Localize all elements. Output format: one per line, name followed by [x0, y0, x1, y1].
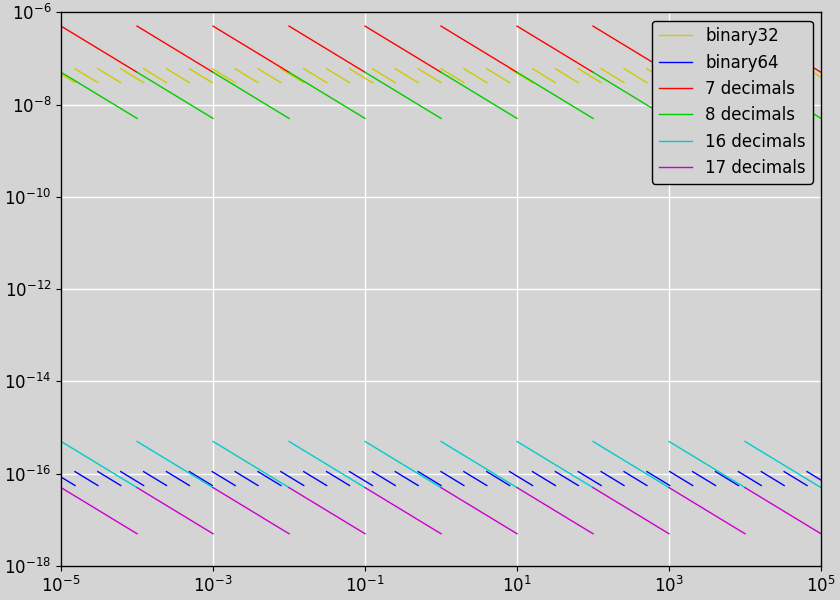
17 decimals: [568, 518, 578, 525]
binary64: [359, 476, 369, 484]
7 decimals: [748, 28, 759, 35]
binary32: [634, 74, 644, 82]
16 decimals: [641, 470, 651, 477]
Line: 8 decimals: 8 decimals: [61, 72, 821, 118]
8 decimals: [268, 105, 278, 112]
16 decimals: [268, 474, 278, 481]
8 decimals: [538, 84, 548, 91]
17 decimals: [641, 516, 651, 523]
binary64: [543, 478, 554, 485]
binary64: [634, 477, 644, 484]
Line: 16 decimals: 16 decimals: [61, 442, 821, 488]
7 decimals: [568, 56, 578, 64]
binary64: [243, 475, 253, 482]
17 decimals: [538, 499, 548, 506]
binary32: [359, 74, 369, 81]
17 decimals: [268, 520, 278, 527]
17 decimals: [544, 504, 554, 511]
binary32: [56, 71, 66, 78]
16 decimals: [544, 458, 554, 465]
Line: binary64: binary64: [61, 472, 821, 485]
binary64: [303, 470, 313, 478]
16 decimals: [538, 453, 548, 460]
binary64: [96, 470, 106, 477]
8 decimals: [748, 74, 759, 81]
7 decimals: [538, 38, 548, 45]
binary32: [543, 75, 554, 82]
Line: binary32: binary32: [61, 69, 821, 83]
binary64: [816, 476, 826, 484]
7 decimals: [544, 42, 554, 49]
8 decimals: [641, 101, 651, 108]
17 decimals: [748, 489, 759, 496]
binary32: [816, 74, 826, 81]
8 decimals: [56, 68, 66, 76]
8 decimals: [568, 103, 578, 110]
16 decimals: [748, 443, 759, 450]
17 decimals: [816, 530, 826, 538]
7 decimals: [816, 68, 826, 76]
17 decimals: [56, 484, 66, 491]
7 decimals: [56, 23, 66, 30]
Line: 7 decimals: 7 decimals: [61, 26, 821, 72]
7 decimals: [641, 55, 651, 62]
binary64: [56, 473, 66, 481]
binary32: [96, 67, 106, 74]
binary32: [303, 68, 313, 75]
binary32: [243, 73, 253, 80]
8 decimals: [816, 115, 826, 122]
16 decimals: [816, 484, 826, 491]
16 decimals: [568, 472, 578, 479]
7 decimals: [268, 59, 278, 66]
8 decimals: [544, 88, 554, 95]
Legend: binary32, binary64, 7 decimals, 8 decimals, 16 decimals, 17 decimals: binary32, binary64, 7 decimals, 8 decima…: [652, 20, 812, 184]
Line: 17 decimals: 17 decimals: [61, 488, 821, 534]
16 decimals: [56, 438, 66, 445]
